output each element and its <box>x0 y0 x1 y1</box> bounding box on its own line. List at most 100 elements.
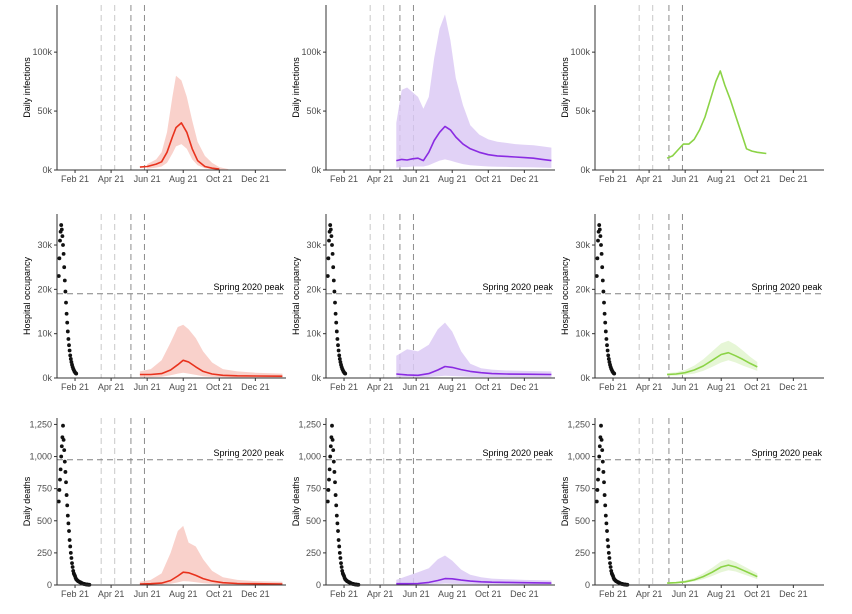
x-tick-label: Feb 21 <box>61 174 89 184</box>
y-tick-label: 1,250 <box>567 419 590 429</box>
y-tick-label: 1,000 <box>298 452 321 462</box>
observed-point <box>336 538 341 542</box>
panel-4: Spring 2020 peak 0k 10k 20k 30k Feb 21 Apr 21 J… <box>22 214 286 392</box>
observed-point <box>602 493 607 497</box>
y-axis-title: Daily infections <box>560 57 570 118</box>
observed-point <box>328 444 333 449</box>
x-tick-label: Aug 21 <box>438 382 467 392</box>
x-tick-label: Oct 21 <box>475 589 502 599</box>
observed-point <box>336 529 340 533</box>
observed-point <box>68 544 73 549</box>
observed-point <box>600 265 605 270</box>
observed-point <box>62 448 67 453</box>
observed-point <box>331 459 336 464</box>
y-axis-title: Hospital occupancy <box>560 256 570 335</box>
y-axis-title: Daily infections <box>291 57 301 118</box>
observed-point <box>330 243 334 247</box>
panel-9: Spring 2020 peak 0 250 500 750 1,000 1,250 Feb … <box>560 418 824 599</box>
uncertainty-band <box>667 340 758 376</box>
observed-point <box>596 467 601 472</box>
x-tick-label: Jun 21 <box>134 589 161 599</box>
observed-point <box>604 337 609 341</box>
observed-point <box>327 467 332 472</box>
x-tick-label: Apr 21 <box>367 174 394 184</box>
y-tick-label: 0 <box>585 580 590 590</box>
spring-peak-label: Spring 2020 peak <box>482 448 553 458</box>
observed-point <box>331 278 336 283</box>
observed-point <box>61 437 66 442</box>
observed-point <box>57 256 62 261</box>
y-tick-label: 500 <box>575 516 590 526</box>
uncertainty-band <box>139 324 283 378</box>
observed-point <box>62 278 67 283</box>
observed-point <box>606 357 611 361</box>
observed-point <box>332 470 337 474</box>
x-tick-label: Apr 21 <box>636 589 663 599</box>
observed-point <box>64 493 69 497</box>
observed-point <box>327 238 331 243</box>
observed-point <box>596 477 600 482</box>
y-tick-label: 0k <box>311 165 321 175</box>
observed-point <box>69 556 74 560</box>
y-tick-label: 0k <box>311 373 321 383</box>
observed-point <box>333 480 337 485</box>
x-tick-label: Jun 21 <box>403 174 430 184</box>
y-tick-label: 30k <box>306 240 321 250</box>
x-tick-label: Apr 21 <box>636 382 663 392</box>
x-tick-label: Oct 21 <box>206 589 233 599</box>
x-tick-label: Dec 21 <box>779 382 808 392</box>
observed-point <box>337 550 342 555</box>
x-tick-label: Apr 21 <box>98 174 125 184</box>
x-tick-label: Dec 21 <box>510 174 539 184</box>
x-tick-label: Feb 21 <box>330 589 358 599</box>
observed-point <box>608 565 613 569</box>
x-tick-label: Apr 21 <box>367 382 394 392</box>
y-tick-label: 1,000 <box>29 452 52 462</box>
observed-point <box>602 311 607 316</box>
y-tick-label: 50k <box>575 106 590 116</box>
y-tick-label: 100k <box>32 47 52 57</box>
y-tick-label: 500 <box>306 516 321 526</box>
observed-point <box>58 238 62 243</box>
observed-point <box>67 529 71 533</box>
x-tick-label: Dec 21 <box>241 589 270 599</box>
y-tick-label: 1,000 <box>567 452 590 462</box>
x-tick-label: Aug 21 <box>707 382 736 392</box>
observed-point <box>332 289 337 294</box>
observed-point <box>595 256 600 261</box>
projection-line <box>667 564 758 584</box>
y-tick-label: 0k <box>42 373 52 383</box>
observed-point <box>599 423 603 428</box>
observed-point <box>604 521 609 526</box>
y-tick-label: 0 <box>316 580 321 590</box>
observed-point <box>330 423 334 428</box>
x-tick-label: Jun 21 <box>403 382 430 392</box>
observed-point <box>65 329 70 334</box>
observed-point <box>329 234 334 239</box>
observed-point <box>70 565 75 569</box>
observed-point <box>334 513 339 518</box>
observed-point <box>70 561 74 566</box>
y-axis-title: Daily infections <box>22 57 32 118</box>
observed-point <box>59 227 64 232</box>
x-tick-label: Feb 21 <box>599 174 627 184</box>
observed-point <box>603 503 608 508</box>
observed-point <box>68 550 73 555</box>
observed-point <box>59 454 64 459</box>
observed-point <box>335 337 340 341</box>
x-tick-label: Jun 21 <box>403 589 430 599</box>
x-tick-label: Feb 21 <box>330 174 358 184</box>
projection-line <box>396 365 552 377</box>
observed-point <box>59 444 64 449</box>
x-tick-label: Aug 21 <box>169 382 198 392</box>
observed-point <box>59 223 64 227</box>
observed-point <box>62 265 67 270</box>
x-tick-label: Oct 21 <box>744 174 771 184</box>
uncertainty-band <box>396 14 552 168</box>
x-tick-label: Aug 21 <box>438 174 467 184</box>
y-tick-label: 50k <box>37 106 52 116</box>
y-tick-label: 30k <box>575 240 590 250</box>
y-axis-title: Hospital occupancy <box>291 256 301 335</box>
x-tick-label: Oct 21 <box>206 382 233 392</box>
